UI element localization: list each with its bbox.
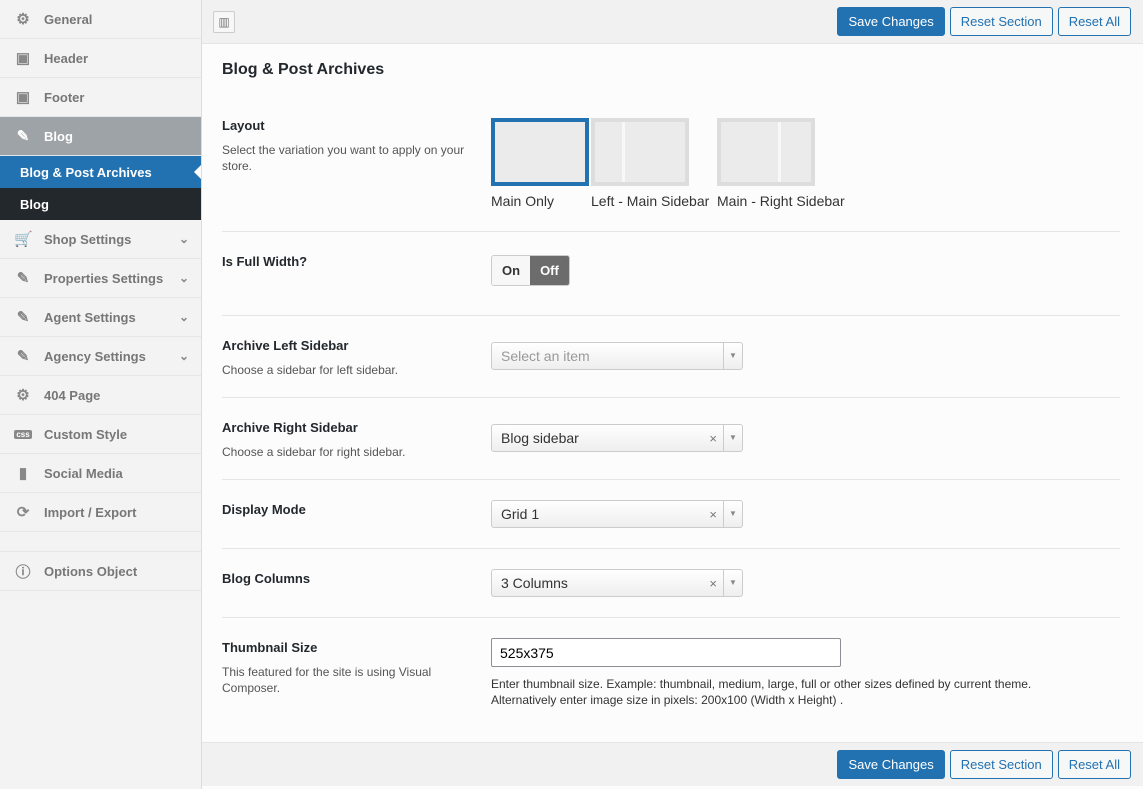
layout-right-sidebar[interactable] bbox=[717, 118, 815, 186]
reset-all-button[interactable]: Reset All bbox=[1057, 7, 1131, 36]
select-value: Blog sidebar bbox=[501, 430, 579, 446]
sidebar-item-custom-style[interactable]: css Custom Style bbox=[0, 415, 201, 454]
sidebar-item-footer[interactable]: ▣ Footer bbox=[0, 78, 201, 117]
toggle-on[interactable]: On bbox=[492, 256, 531, 285]
submenu-blog-post-archives[interactable]: Blog & Post Archives bbox=[0, 156, 201, 188]
top-toolbar: ▥ Save Changes Reset Section Reset All bbox=[202, 0, 1143, 44]
dropdown-arrow-icon: ▼ bbox=[723, 343, 742, 369]
sidebar-item-header[interactable]: ▣ Header bbox=[0, 39, 201, 78]
file-icon: ▮ bbox=[18, 465, 28, 482]
save-changes-button[interactable]: Save Changes bbox=[837, 7, 945, 36]
select-value: 3 Columns bbox=[501, 575, 568, 591]
chevron-down-icon: ⌄ bbox=[178, 271, 189, 285]
left-sidebar-select[interactable]: Select an item ▼ bbox=[491, 342, 743, 370]
right-sidebar-select[interactable]: Blog sidebar × ▼ bbox=[491, 424, 743, 452]
sidebar-item-import-export[interactable]: ⟳ Import / Export bbox=[0, 493, 201, 532]
layout-caption: Left - Main Sidebar bbox=[591, 193, 710, 209]
display-mode-row: Display Mode Grid 1 × ▼ bbox=[222, 480, 1120, 549]
chevron-down-icon: ⌄ bbox=[178, 310, 189, 324]
cart-icon: 🛒 bbox=[14, 231, 33, 248]
pencil-icon: ✎ bbox=[16, 270, 30, 287]
layout-caption: Main - Right Sidebar bbox=[717, 193, 845, 209]
layout-main-only[interactable] bbox=[491, 118, 589, 186]
gears-icon: ⚙ bbox=[16, 11, 30, 28]
submenu-blog[interactable]: Blog bbox=[0, 188, 201, 220]
toggle-off[interactable]: Off bbox=[530, 256, 569, 285]
reset-section-button[interactable]: Reset Section bbox=[949, 750, 1053, 779]
sidebar-item-agency-settings[interactable]: ✎ Agency Settings ⌄ bbox=[0, 337, 201, 376]
left-sidebar-desc: Choose a sidebar for left sidebar. bbox=[222, 363, 399, 377]
dropdown-arrow-icon: ▼ bbox=[723, 570, 742, 596]
info-icon: ⓘ bbox=[15, 563, 31, 581]
help-line: Alternatively enter image size in pixels… bbox=[491, 693, 844, 707]
layout-icon: ▣ bbox=[15, 89, 31, 106]
pencil-icon: ✎ bbox=[16, 309, 30, 326]
clear-icon[interactable]: × bbox=[709, 575, 717, 591]
right-sidebar-desc: Choose a sidebar for right sidebar. bbox=[222, 445, 406, 459]
right-sidebar-row: Archive Right Sidebar Choose a sidebar f… bbox=[222, 398, 1120, 480]
full-width-label: Is Full Width? bbox=[222, 254, 308, 269]
select-value: Grid 1 bbox=[501, 506, 540, 522]
sidebar-item-404-page[interactable]: ⚙ 404 Page bbox=[0, 376, 201, 415]
layout-left-sidebar[interactable] bbox=[591, 118, 689, 186]
layout-caption: Main Only bbox=[491, 193, 555, 209]
help-line: Enter thumbnail size. Example: thumbnail… bbox=[491, 677, 1032, 691]
thumbnail-row: Thumbnail Size This featured for the sit… bbox=[222, 618, 1120, 742]
blog-columns-row: Blog Columns 3 Columns × ▼ bbox=[222, 549, 1120, 618]
css-icon: css bbox=[14, 429, 32, 439]
layout-icon: ▣ bbox=[15, 50, 31, 67]
sidebar-spacer bbox=[0, 532, 201, 552]
layout-desc: Select the variation you want to apply o… bbox=[222, 143, 465, 173]
layout-label: Layout bbox=[222, 118, 265, 133]
sidebar-item-blog[interactable]: ✎ Blog bbox=[0, 117, 201, 156]
sidebar-item-general[interactable]: ⚙ General bbox=[0, 0, 201, 39]
sidebar-item-agent-settings[interactable]: ✎ Agent Settings ⌄ bbox=[0, 298, 201, 337]
full-width-row: Is Full Width? On Off bbox=[222, 232, 1120, 316]
clear-icon[interactable]: × bbox=[709, 506, 717, 522]
blog-columns-label: Blog Columns bbox=[222, 571, 311, 586]
chevron-down-icon: ⌄ bbox=[178, 349, 189, 363]
dropdown-arrow-icon: ▼ bbox=[723, 501, 742, 527]
main-panel: ▥ Save Changes Reset Section Reset All B… bbox=[202, 0, 1143, 789]
reset-section-button[interactable]: Reset Section bbox=[949, 7, 1053, 36]
sidebar-item-shop-settings[interactable]: 🛒 Shop Settings ⌄ bbox=[0, 220, 201, 259]
clear-icon[interactable]: × bbox=[709, 430, 717, 446]
thumbnail-size-input[interactable] bbox=[491, 638, 841, 667]
dropdown-arrow-icon: ▼ bbox=[723, 425, 742, 451]
pencil-icon: ✎ bbox=[16, 128, 30, 145]
save-changes-button[interactable]: Save Changes bbox=[837, 750, 945, 779]
refresh-icon: ⟳ bbox=[16, 504, 30, 521]
expand-icon[interactable]: ▥ bbox=[213, 11, 235, 33]
display-mode-label: Display Mode bbox=[222, 502, 306, 517]
sidebar-item-options-object[interactable]: ⓘ Options Object bbox=[0, 552, 201, 591]
right-sidebar-label: Archive Right Sidebar bbox=[222, 420, 358, 435]
sidebar-item-properties-settings[interactable]: ✎ Properties Settings ⌄ bbox=[0, 259, 201, 298]
display-mode-select[interactable]: Grid 1 × ▼ bbox=[491, 500, 743, 528]
left-sidebar-row: Archive Left Sidebar Choose a sidebar fo… bbox=[222, 316, 1120, 398]
left-sidebar-label: Archive Left Sidebar bbox=[222, 338, 349, 353]
select-placeholder: Select an item bbox=[501, 348, 590, 364]
reset-all-button[interactable]: Reset All bbox=[1057, 750, 1131, 779]
chevron-down-icon: ⌄ bbox=[178, 232, 189, 246]
sidebar-item-social-media[interactable]: ▮ Social Media bbox=[0, 454, 201, 493]
sidebar: ⚙ General ▣ Header ▣ Footer ✎ Blog Blog & Po… bbox=[0, 0, 202, 789]
pencil-icon: ✎ bbox=[16, 348, 30, 365]
full-width-toggle[interactable]: On Off bbox=[491, 255, 570, 286]
blog-columns-select[interactable]: 3 Columns × ▼ bbox=[491, 569, 743, 597]
bottom-toolbar: Save Changes Reset Section Reset All bbox=[202, 742, 1143, 786]
thumbnail-desc: This featured for the site is using Visu… bbox=[222, 665, 432, 695]
section-title: Blog & Post Archives bbox=[222, 61, 385, 78]
thumbnail-label: Thumbnail Size bbox=[222, 640, 318, 655]
thumbnail-help: Enter thumbnail size. Example: thumbnail… bbox=[491, 676, 1131, 708]
gear-icon: ⚙ bbox=[16, 387, 30, 404]
layout-row: Layout Select the variation you want to … bbox=[222, 100, 1120, 232]
